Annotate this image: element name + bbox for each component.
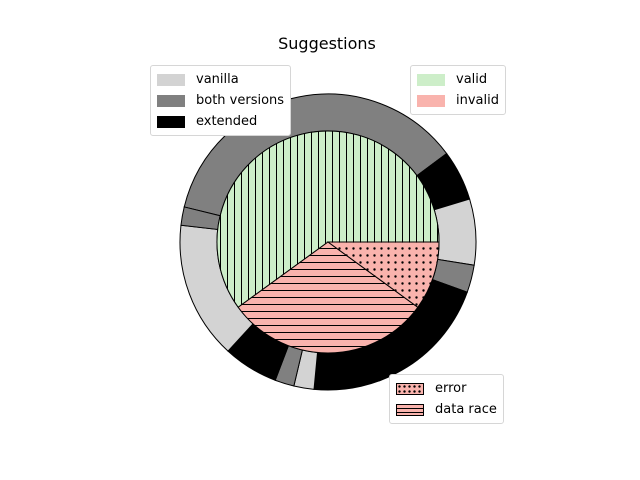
legend-swatch-vanilla xyxy=(157,73,185,86)
legend-swatch-data-race xyxy=(396,403,424,416)
pie-slice-hatch-error xyxy=(326,241,440,308)
chart-title: Suggestions xyxy=(278,34,376,53)
legend-swatch-invalid xyxy=(417,94,445,107)
legend-label-error: error xyxy=(435,381,467,396)
legend-entry-error: error xyxy=(396,378,497,399)
pie-slice-hatch-data-race xyxy=(237,241,419,354)
pie-slice-valid xyxy=(216,130,440,308)
legend-swatch-both-versions xyxy=(157,94,185,107)
legend-entry-valid: valid xyxy=(417,69,499,90)
legend-entry-both-versions: both versions xyxy=(157,90,284,111)
inner-pie xyxy=(216,130,440,354)
pie-slice-error xyxy=(326,241,440,308)
legend-validity: valid invalid xyxy=(410,65,506,115)
legend-swatch-valid xyxy=(417,73,445,86)
ring-segment-vanilla-2 xyxy=(433,198,477,266)
legend-entry-data-race: data race xyxy=(396,399,497,420)
legend-invalid-kinds: error data race xyxy=(389,374,504,424)
legend-swatch-error xyxy=(396,382,424,395)
legend-label-vanilla: vanilla xyxy=(196,72,239,87)
legend-entry-extended: extended xyxy=(157,111,284,132)
legend-entry-vanilla: vanilla xyxy=(157,69,284,90)
pie-slice-hatch-valid xyxy=(216,130,440,308)
legend-label-data-race: data race xyxy=(435,402,497,417)
legend-label-both-versions: both versions xyxy=(196,93,285,108)
legend-versions: vanilla both versions extended xyxy=(150,65,292,136)
legend-entry-invalid: invalid xyxy=(417,90,499,111)
legend-label-valid: valid xyxy=(456,72,488,87)
pie-slice-data-race xyxy=(237,241,419,354)
legend-label-invalid: invalid xyxy=(456,93,499,108)
legend-label-extended: extended xyxy=(196,114,258,129)
legend-swatch-extended xyxy=(157,115,185,128)
